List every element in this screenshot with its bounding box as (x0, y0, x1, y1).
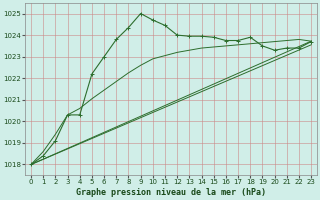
X-axis label: Graphe pression niveau de la mer (hPa): Graphe pression niveau de la mer (hPa) (76, 188, 266, 197)
